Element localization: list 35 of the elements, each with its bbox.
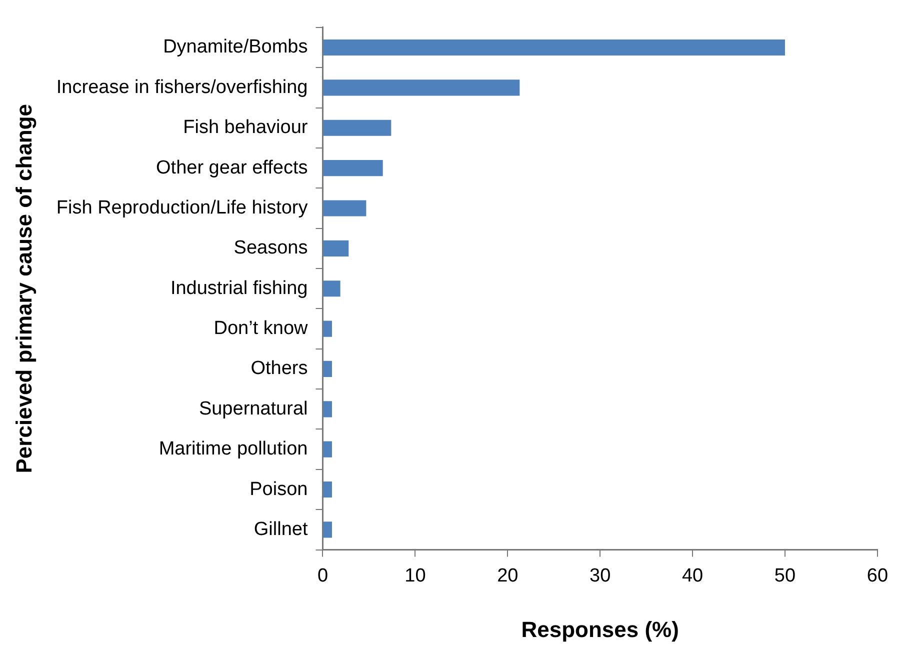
y-axis-title: Percieved primary cause of change	[11, 104, 36, 474]
bar	[323, 240, 349, 256]
y-tick-label: Maritime pollution	[158, 438, 308, 460]
x-tick-label: 30	[590, 565, 611, 586]
x-tick-label: 50	[774, 565, 796, 586]
y-tick-label: Industrial fishing	[170, 278, 308, 299]
x-axis-title: Responses (%)	[521, 616, 679, 642]
x-tick-label: 40	[682, 565, 704, 586]
y-tick-label: Other gear effects	[156, 157, 308, 178]
bar	[323, 200, 366, 216]
y-tick-label: Dynamite/Bombs	[163, 36, 308, 58]
bar	[323, 320, 332, 337]
bar	[323, 360, 332, 378]
bar	[323, 280, 340, 297]
y-tick-label: Seasons	[234, 238, 308, 259]
y-tick-label: Fish behaviour	[183, 117, 308, 138]
bar	[323, 120, 392, 136]
bar	[323, 522, 332, 538]
x-tick-label: 60	[866, 565, 888, 586]
bar	[323, 481, 332, 498]
x-tick-label: 20	[497, 565, 518, 586]
bar	[323, 39, 785, 56]
y-tick-label: Gillnet	[254, 518, 308, 540]
bar	[323, 441, 332, 458]
x-tick-label: 0	[317, 565, 328, 586]
y-tick-label: Supernatural	[198, 398, 308, 420]
y-tick-label: Fish Reproduction/Life history	[56, 197, 308, 218]
x-tick-label: 10	[404, 565, 426, 586]
bar	[323, 160, 383, 176]
y-tick-label: Others	[250, 358, 308, 380]
bar	[323, 401, 332, 418]
y-tick-label: Increase in fishers/overfishing	[56, 76, 308, 98]
y-tick-label: Don’t know	[214, 318, 308, 340]
y-tick-label: Poison	[250, 478, 308, 500]
bar	[323, 80, 520, 96]
